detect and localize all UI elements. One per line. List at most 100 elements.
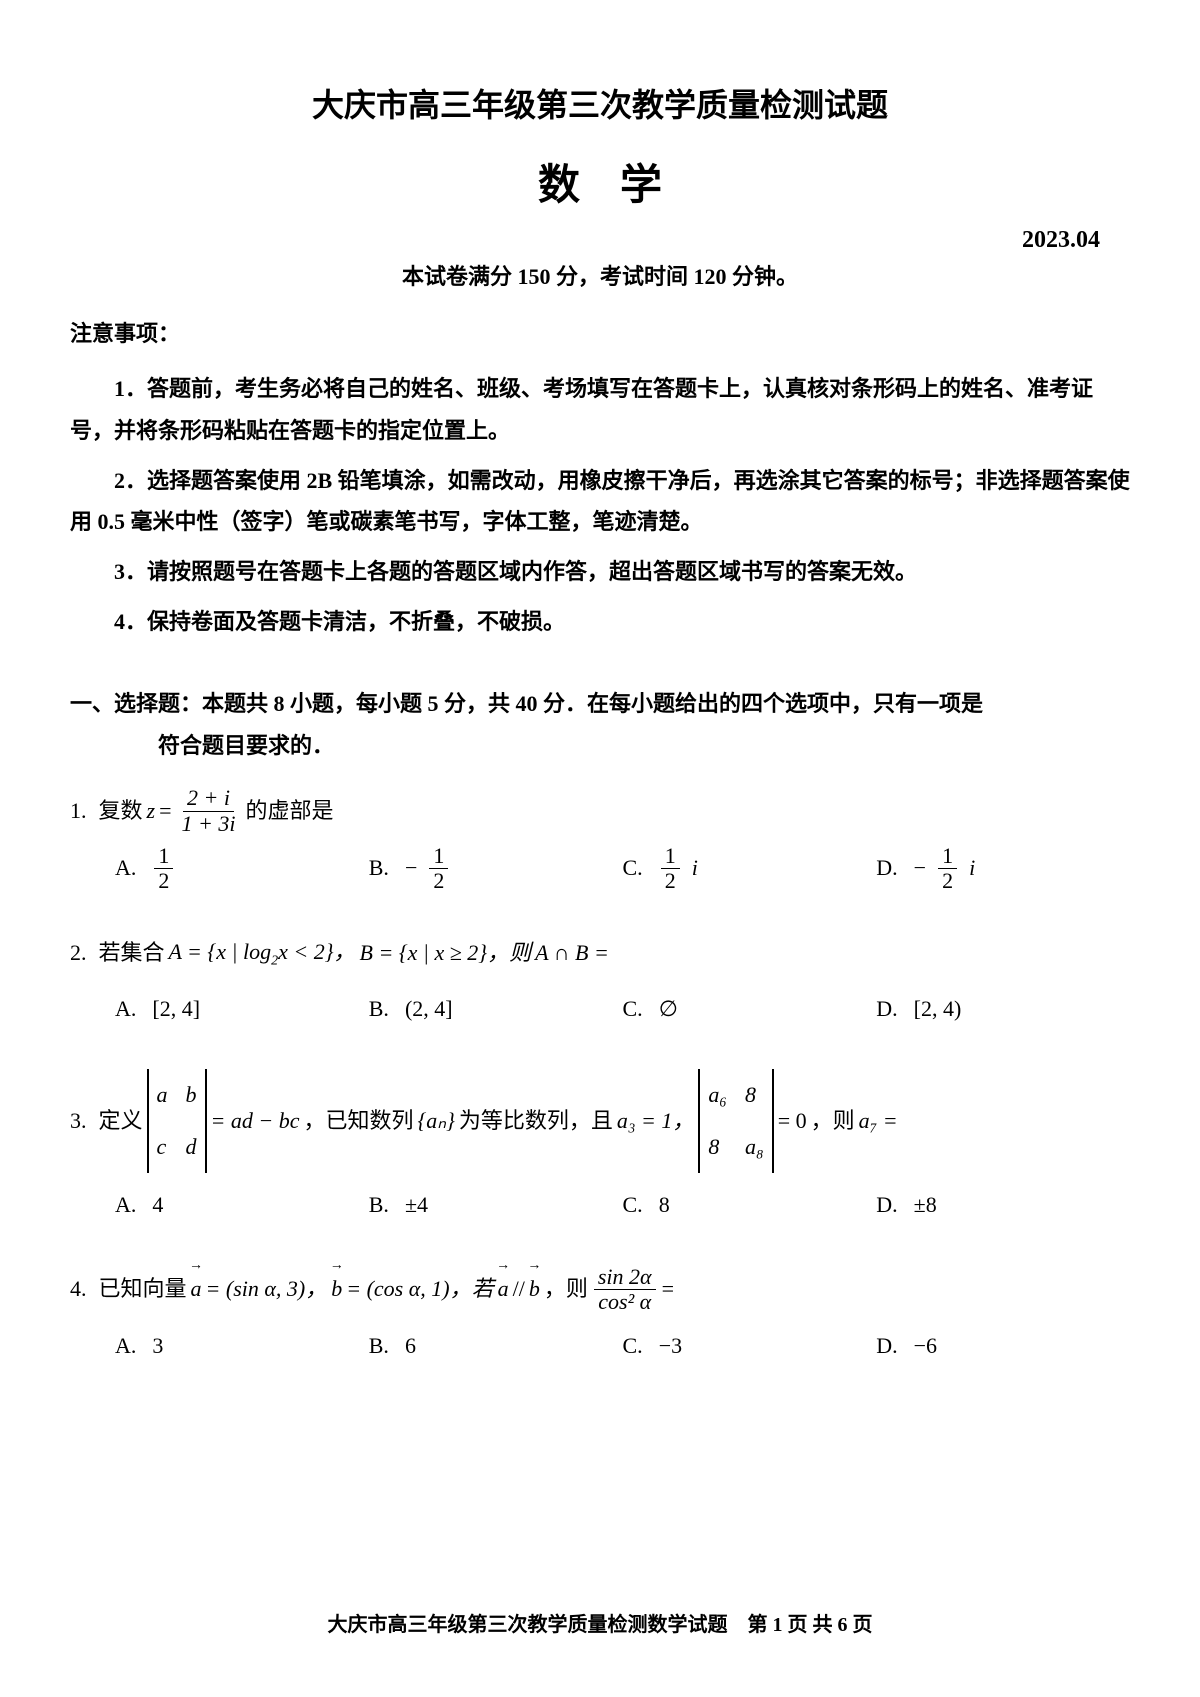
option-a: A. [2, 4]: [115, 985, 369, 1033]
option-label: D.: [876, 1322, 897, 1370]
option-label: C.: [623, 844, 643, 892]
text: = (cos α, 1)，若: [346, 1265, 493, 1313]
text: 已知向量: [99, 1265, 187, 1313]
option-value: 6: [405, 1322, 416, 1370]
option-label: B.: [369, 844, 389, 892]
vector-a: a: [498, 1265, 509, 1313]
intersection: A ∩ B =: [535, 929, 609, 977]
text: ，则: [544, 1265, 588, 1313]
denominator: 2: [154, 869, 173, 893]
option-d: D. −6: [876, 1322, 1130, 1370]
option-a: A. 3: [115, 1322, 369, 1370]
text: 为等比数列，且: [459, 1097, 613, 1145]
options-row: A. [2, 4] B. (2, 4] C. ∅ D. [2, 4): [70, 985, 1130, 1033]
text: ，已知数列: [303, 1097, 413, 1145]
option-value: −6: [914, 1322, 937, 1370]
vector-b: b: [529, 1265, 540, 1313]
equals: =: [662, 1265, 674, 1313]
option-label: C.: [623, 985, 643, 1033]
option-c: C. 1 2 i: [623, 844, 877, 893]
variable-z: z: [147, 787, 156, 835]
determinant: a b c d: [147, 1069, 207, 1174]
numerator: 1: [154, 844, 173, 869]
option-label: C.: [623, 1322, 643, 1370]
numerator: 2 + i: [183, 786, 234, 811]
option-label: B.: [369, 985, 389, 1033]
option-b: B. 6: [369, 1322, 623, 1370]
det-cell: d: [186, 1123, 197, 1171]
fraction: 2 + i 1 + 3i: [178, 786, 240, 835]
det-cell: a: [157, 1071, 168, 1119]
section-heading-line: 符合题目要求的．: [70, 725, 1130, 767]
parallel: //: [513, 1265, 525, 1313]
notice-heading: 注意事项：: [70, 316, 1130, 348]
option-value: 8: [659, 1181, 670, 1229]
options-row: A. 1 2 B. − 1 2 C. 1 2 i D. −: [70, 844, 1130, 893]
option-label: A.: [115, 844, 136, 892]
text: = ad − bc: [211, 1097, 300, 1145]
question-number: 1.: [70, 787, 87, 835]
options-row: A. 4 B. ±4 C. 8 D. ±8: [70, 1181, 1130, 1229]
text: 若集合: [99, 929, 165, 977]
option-c: C. −3: [623, 1322, 877, 1370]
det-bar: [772, 1069, 774, 1174]
page-footer: 大庆市高三年级第三次教学质量检测数学试题 第 1 页 共 6 页: [0, 1608, 1200, 1637]
option-label: D.: [876, 1181, 897, 1229]
text: 复数: [99, 787, 143, 835]
question-number: 2.: [70, 929, 87, 977]
option-label: A.: [115, 1322, 136, 1370]
notice-item: 3．请按照题号在答题卡上各题的答题区域内作答，超出答题区域书写的答案无效。: [70, 551, 1130, 593]
option-value: ∅: [659, 985, 678, 1033]
section-1-heading: 一、选择题：本题共 8 小题，每小题 5 分，共 40 分．在每小题给出的四个选…: [70, 683, 1130, 767]
question-number: 4.: [70, 1265, 87, 1313]
option-label: C.: [623, 1181, 643, 1229]
set-b: B = {x | x ≥ 2}，则: [360, 929, 532, 977]
question-4: 4. 已知向量 a = (sin α, 3)， b = (cos α, 1)，若…: [70, 1265, 1130, 1371]
exam-subtitle: 本试卷满分 150 分，考试时间 120 分钟。: [70, 259, 1130, 291]
option-value: 3: [152, 1322, 163, 1370]
text: 的虚部是: [245, 787, 333, 835]
neg-sign: −: [914, 844, 926, 892]
section-heading-line: 一、选择题：本题共 8 小题，每小题 5 分，共 40 分．在每小题给出的四个选…: [70, 683, 1130, 725]
question-number: 3.: [70, 1097, 87, 1145]
determinant: a₆ 8 8 a₈: [698, 1069, 773, 1174]
vector-b: b: [331, 1265, 342, 1313]
option-label: A.: [115, 1181, 136, 1229]
question-2: 2. 若集合 A = {x | log2x < 2}， B = {x | x ≥…: [70, 928, 1130, 1034]
question-3: 3. 定义 a b c d = ad − bc ，已知数列 {aₙ} 为等比数列…: [70, 1069, 1130, 1230]
option-value: 4: [152, 1181, 163, 1229]
denominator: 2: [429, 869, 448, 893]
det-bar: [205, 1069, 207, 1174]
fraction: sin 2α cos² α: [594, 1265, 656, 1314]
notice-item: 2．选择题答案使用 2B 铅笔填涂，如需改动，用橡皮擦干净后，再选涂其它答案的标…: [70, 460, 1130, 544]
numerator: 1: [429, 844, 448, 869]
option-value: ±8: [914, 1181, 937, 1229]
det-cell: 8: [708, 1123, 727, 1171]
fraction: 1 2: [938, 844, 957, 893]
neg-sign: −: [405, 844, 417, 892]
det-cell: 8: [745, 1071, 764, 1119]
question-stem: 2. 若集合 A = {x | log2x < 2}， B = {x | x ≥…: [70, 928, 1130, 977]
option-b: B. − 1 2: [369, 844, 623, 893]
sequence: {aₙ}: [418, 1097, 455, 1145]
option-label: A.: [115, 985, 136, 1033]
set-a: A = {x | log2x < 2}，: [169, 928, 356, 977]
option-d: D. − 1 2 i: [876, 844, 1130, 893]
option-value: [2, 4]: [152, 985, 200, 1033]
denominator: cos² α: [594, 1290, 655, 1314]
fraction: 1 2: [154, 844, 173, 893]
option-b: B. (2, 4]: [369, 985, 623, 1033]
option-d: D. ±8: [876, 1181, 1130, 1229]
equals: =: [159, 787, 171, 835]
fraction: 1 2: [429, 844, 448, 893]
option-label: B.: [369, 1181, 389, 1229]
notice-item: 4．保持卷面及答题卡清洁，不折叠，不破损。: [70, 601, 1130, 643]
denominator: 2: [661, 869, 680, 893]
option-label: B.: [369, 1322, 389, 1370]
option-value: −3: [659, 1322, 682, 1370]
question-stem: 3. 定义 a b c d = ad − bc ，已知数列 {aₙ} 为等比数列…: [70, 1069, 1130, 1174]
text: x < 2}，: [278, 939, 355, 964]
imaginary-i: i: [692, 844, 698, 892]
question-stem: 4. 已知向量 a = (sin α, 3)， b = (cos α, 1)，若…: [70, 1265, 1130, 1314]
option-value: (2, 4]: [405, 985, 453, 1033]
